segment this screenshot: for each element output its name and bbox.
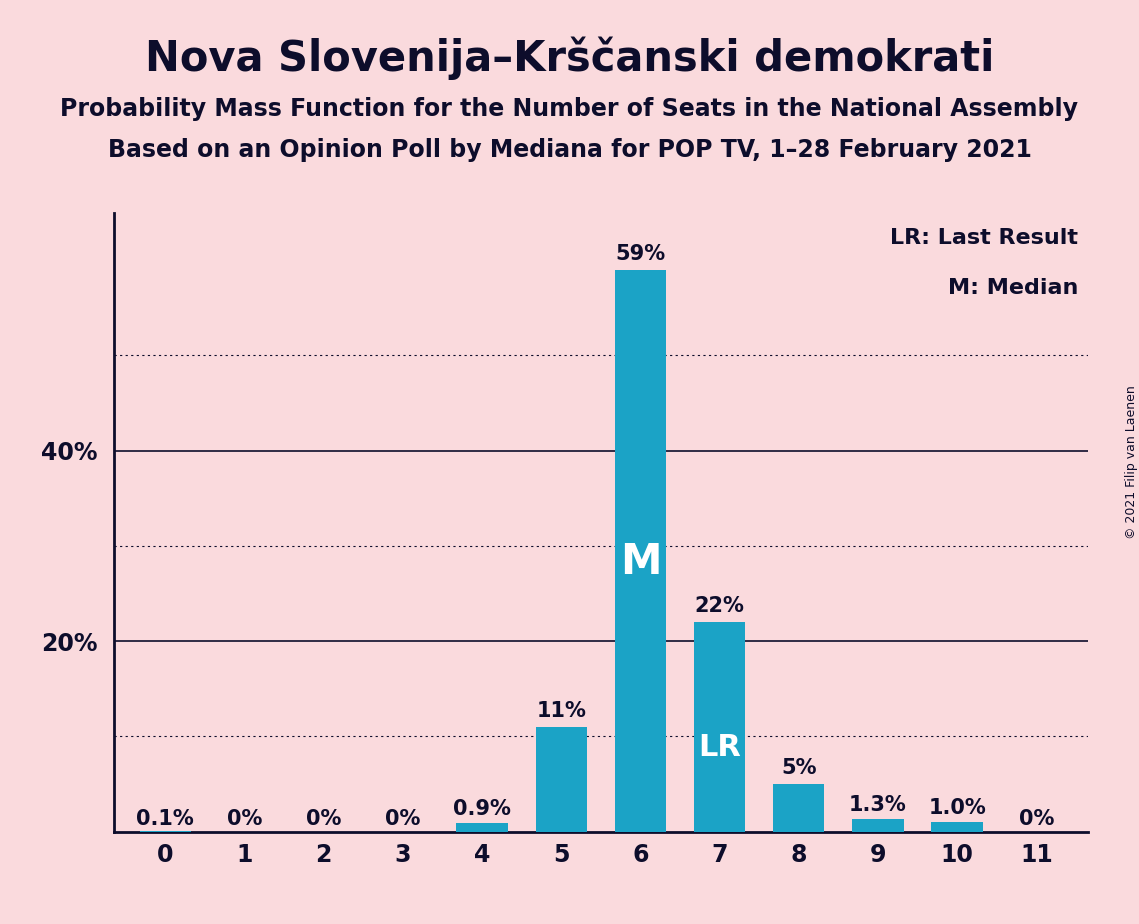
Bar <box>535 727 587 832</box>
Text: 0%: 0% <box>227 808 262 829</box>
Bar <box>773 784 825 832</box>
Text: © 2021 Filip van Laenen: © 2021 Filip van Laenen <box>1124 385 1138 539</box>
Bar <box>694 622 745 832</box>
Text: 1.0%: 1.0% <box>928 798 986 819</box>
Text: Based on an Opinion Poll by Mediana for POP TV, 1–28 February 2021: Based on an Opinion Poll by Mediana for … <box>107 138 1032 162</box>
Text: 59%: 59% <box>615 244 665 264</box>
Text: LR: Last Result: LR: Last Result <box>890 228 1077 248</box>
Text: 0.9%: 0.9% <box>453 799 511 820</box>
Text: 5%: 5% <box>781 759 817 778</box>
Text: 1.3%: 1.3% <box>849 796 907 815</box>
Text: M: Median: M: Median <box>948 277 1077 298</box>
Text: 11%: 11% <box>536 701 587 721</box>
Bar <box>852 820 903 832</box>
Text: 0%: 0% <box>306 808 342 829</box>
Text: Probability Mass Function for the Number of Seats in the National Assembly: Probability Mass Function for the Number… <box>60 97 1079 121</box>
Text: LR: LR <box>698 734 741 762</box>
Text: 0%: 0% <box>1018 808 1054 829</box>
Text: Nova Slovenija–Krščanski demokrati: Nova Slovenija–Krščanski demokrati <box>145 37 994 80</box>
Bar <box>615 270 666 832</box>
Text: M: M <box>620 541 661 583</box>
Text: 0%: 0% <box>385 808 420 829</box>
Text: 22%: 22% <box>695 596 745 616</box>
Text: 0.1%: 0.1% <box>137 808 195 829</box>
Bar <box>140 831 191 832</box>
Bar <box>932 822 983 832</box>
Bar <box>457 823 508 832</box>
